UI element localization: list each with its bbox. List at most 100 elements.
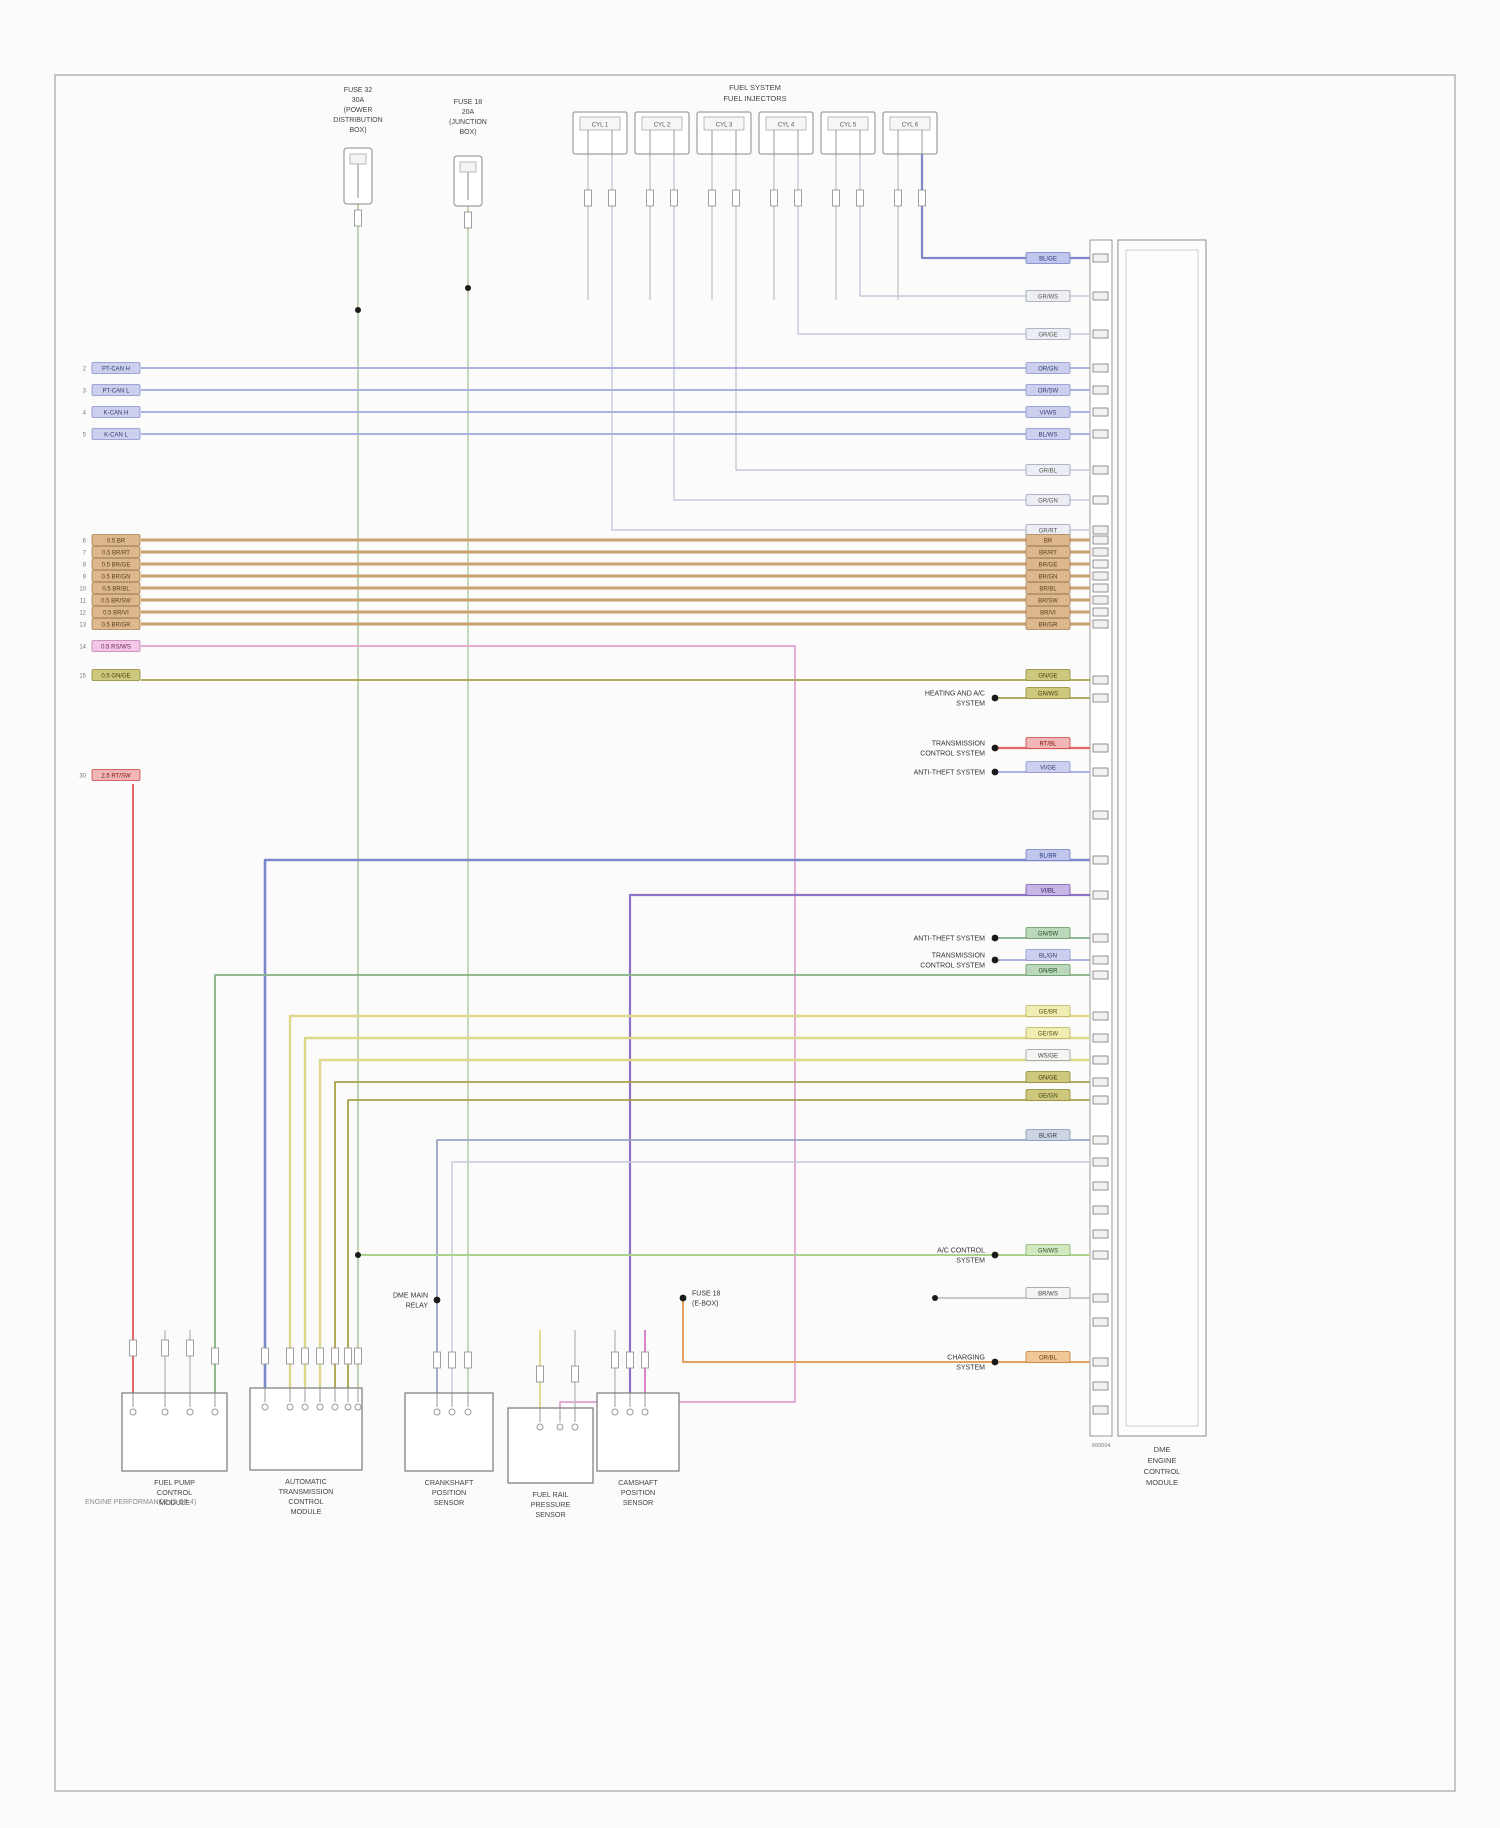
component-pin-terminal — [626, 1408, 634, 1416]
right-wire-label — [1025, 1027, 1071, 1039]
ecm-label-line4: MODULE — [1146, 1478, 1178, 1487]
left-wire-label — [91, 534, 141, 546]
ecm-pin — [1092, 619, 1109, 629]
left-wire-label-text: 0.5 BR — [107, 539, 126, 545]
right-wire-label-text: BL/WS — [1039, 433, 1058, 439]
system-reference-text: TRANSMISSION — [932, 953, 985, 960]
system-reference-text: FUSE 18 — [692, 1291, 721, 1298]
ecm-pin — [1092, 547, 1109, 557]
ecm-pin — [1092, 525, 1109, 535]
injector-label: CYL 1 — [592, 123, 609, 129]
component-label-text: CRANKSHAFT — [425, 1478, 474, 1487]
ecm-pin — [1092, 1055, 1109, 1065]
junction-ref-dot — [433, 1296, 441, 1304]
fuse-label-text: 20A — [462, 109, 475, 116]
injector-symbol-top — [889, 116, 931, 131]
ecm-pin — [1092, 291, 1109, 301]
connector-pin-symbol — [129, 1339, 137, 1357]
fuse-label-text: DISTRIBUTION — [333, 117, 382, 124]
ecm-pin — [1092, 583, 1109, 593]
ecm-pin — [1092, 675, 1109, 685]
connector-pin-symbol — [344, 1347, 352, 1365]
right-wire-label-text: GN/BR — [1038, 969, 1058, 975]
junction-ref-dot — [991, 956, 999, 964]
ecm-pin — [1092, 970, 1109, 980]
connector-pin-symbol — [626, 1351, 634, 1369]
wire-crank-sig — [436, 1139, 1090, 1393]
injector-label: CYL 2 — [654, 123, 671, 129]
connector-pin-symbol — [331, 1347, 339, 1365]
right-wire-label-text: BR/GN — [1038, 575, 1057, 581]
component-pin-terminal — [571, 1423, 579, 1431]
component-pin-terminal — [129, 1408, 137, 1416]
diagram-frame — [54, 74, 1456, 1792]
component-pin-terminal — [354, 1403, 362, 1411]
junction-ref-dot — [991, 934, 999, 942]
component-pin-terminal — [316, 1403, 324, 1411]
left-wire-label — [91, 594, 141, 606]
right-wire-label-text: VI/BL — [1041, 889, 1056, 895]
left-wire-label-text: 0.5 BR/BL — [102, 587, 130, 593]
right-wire-label — [1025, 1287, 1071, 1299]
right-wire-label-text: GR/GE — [1038, 333, 1057, 339]
ecm-pin — [1092, 385, 1109, 395]
right-wire-label — [1025, 927, 1071, 939]
component-label-text: MODULE — [291, 1507, 322, 1516]
fuse-label-text: (JUNCTION — [449, 119, 487, 126]
left-wire-label — [91, 606, 141, 618]
right-wire-label — [1025, 1089, 1071, 1101]
right-wire-label — [1025, 290, 1071, 302]
component-label-text: AUTOMATIC — [285, 1477, 327, 1486]
left-wire-label — [91, 428, 141, 440]
injector-symbol-top — [703, 116, 745, 131]
wire-inj6-sig — [920, 154, 1090, 260]
system-reference-text: SYSTEM — [956, 701, 985, 708]
component-pin-terminal — [556, 1423, 564, 1431]
ecm-pin — [1092, 890, 1109, 900]
connector-pin-symbol — [354, 1347, 362, 1365]
right-wire-label — [1025, 494, 1071, 506]
right-wire-label-text: OR/GN — [1038, 367, 1058, 373]
wire-yellow2 — [303, 1036, 1090, 1388]
ecm-pin — [1092, 329, 1109, 339]
right-wire-label-text: BR/GE — [1039, 563, 1058, 569]
right-wire-label — [1025, 884, 1071, 896]
ecm-pin — [1092, 1135, 1109, 1145]
system-reference-text: ANTI-THEFT SYSTEM — [914, 936, 986, 943]
wire-crank-sig2 — [451, 1161, 1090, 1393]
right-wire-label — [1025, 534, 1071, 546]
right-wire-label — [1025, 464, 1071, 476]
system-reference-text: RELAY — [406, 1303, 429, 1310]
wire-ebox-orange — [682, 1298, 1090, 1363]
connector-pin-symbol — [894, 189, 902, 207]
ecm-pin — [1092, 595, 1109, 605]
component-pin-terminal — [186, 1408, 194, 1416]
injector-group-header-line1: FUEL SYSTEM — [729, 83, 781, 92]
wire-yellow1 — [288, 1014, 1090, 1388]
system-reference-text: SYSTEM — [956, 1258, 985, 1265]
ecm-pin — [1092, 1293, 1109, 1303]
left-wire-label-text: PT-CAN H — [102, 367, 130, 373]
component-pin-terminal — [286, 1403, 294, 1411]
left-wire-label-text: PT-CAN L — [102, 389, 130, 395]
junction-dot — [355, 307, 361, 313]
ecm-pin — [1092, 1229, 1109, 1239]
injector-symbol-top — [579, 116, 621, 131]
right-wire-label-text: BR/VI — [1040, 611, 1056, 617]
ecm-pin — [1092, 767, 1109, 777]
ecm-pin — [1092, 810, 1109, 820]
left-pin-number: 11 — [80, 599, 87, 605]
right-wire-label-text: GR/BL — [1039, 469, 1058, 475]
connector-pin-symbol — [161, 1339, 169, 1357]
component-pin-terminal — [261, 1403, 269, 1411]
system-reference-text: CHARGING — [947, 1355, 985, 1362]
component-box — [249, 1387, 363, 1471]
right-wire-label-text: BL/GE — [1039, 257, 1057, 263]
component-label-text: SENSOR — [623, 1498, 653, 1507]
fuse-symbol-detail — [459, 161, 477, 173]
right-wire-label-text: GN/GE — [1038, 1076, 1057, 1082]
wire-inj1-sig — [611, 154, 1090, 531]
left-wire-label — [91, 582, 141, 594]
component-pin-terminal — [611, 1408, 619, 1416]
right-wire-label-text: GN/GE — [1038, 674, 1057, 680]
